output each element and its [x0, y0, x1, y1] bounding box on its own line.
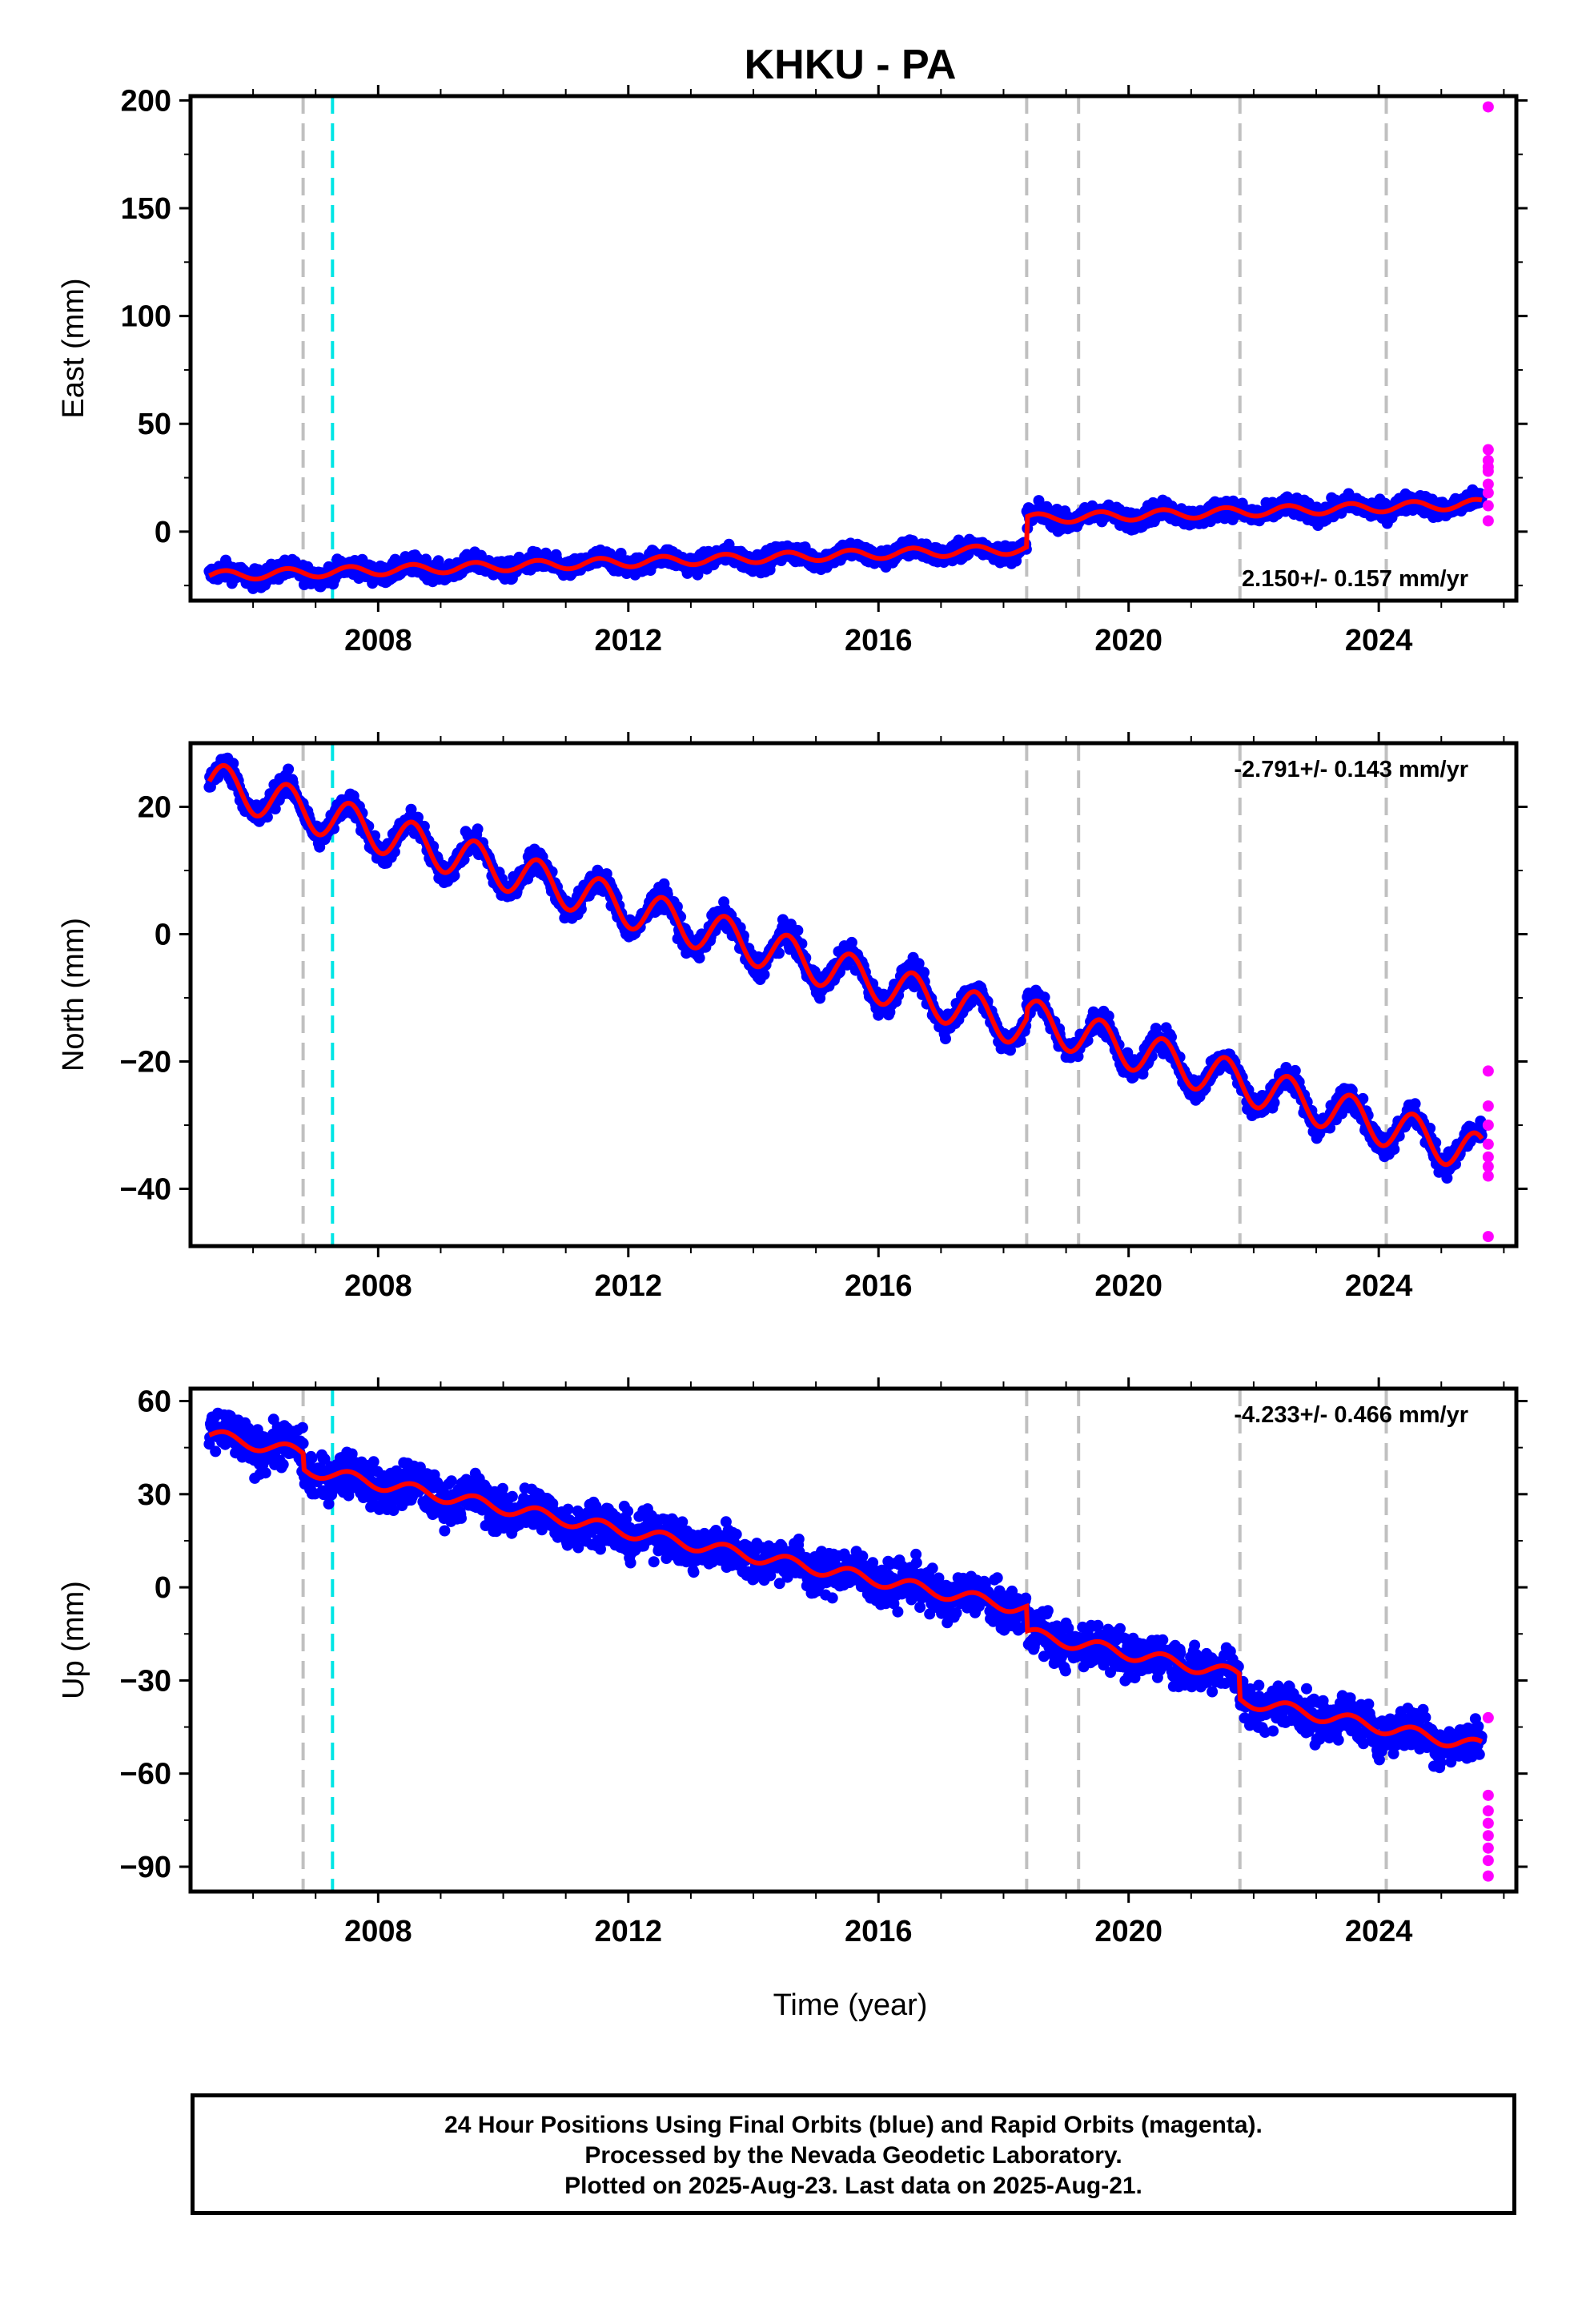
rapid-orbit-point	[1482, 1151, 1494, 1163]
data-point	[845, 936, 857, 948]
plot-area-up	[203, 1389, 1494, 1892]
rapid-orbit-point	[1482, 515, 1494, 527]
y-tick-label: −40	[120, 1172, 171, 1206]
velocity-annotation: 2.150+/- 0.157 mm/yr	[1242, 566, 1468, 592]
panel-frame	[188, 741, 1519, 1248]
rapid-orbit-point	[1482, 1170, 1494, 1182]
x-tick-label: 2020	[1094, 1269, 1162, 1303]
data-point	[259, 1467, 271, 1479]
y-tick-label: 150	[121, 192, 171, 226]
y-tick-label: 100	[121, 300, 171, 334]
x-tick-label: 2012	[595, 624, 663, 657]
rapid-orbit-point	[1482, 1138, 1494, 1150]
rapid-orbit-point	[1482, 101, 1494, 113]
data-point	[448, 870, 460, 882]
rapid-orbit-point	[1482, 487, 1494, 499]
y-tick-label: 200	[121, 84, 171, 118]
data-point	[792, 924, 804, 936]
rapid-orbit-point	[1482, 1231, 1494, 1243]
panel-north: −40 −20 0 20 North (mm) 2008 2012 2016 2020 2024 -…	[57, 732, 1528, 1303]
data-point	[472, 823, 484, 835]
y-tick-label: 20	[138, 790, 171, 824]
x-tick-label: 2016	[845, 624, 913, 657]
final-orbit-points	[203, 752, 1488, 1184]
y-tick-label: 50	[138, 408, 171, 441]
rapid-orbit-point	[1482, 461, 1494, 473]
rapid-orbit-point	[1482, 444, 1494, 456]
data-point	[940, 1033, 951, 1045]
data-point	[693, 952, 705, 964]
data-point	[773, 947, 785, 959]
panel-frame	[188, 94, 1519, 603]
rapid-orbit-point	[1482, 500, 1494, 512]
chart-title: KHKU - PA	[745, 42, 957, 88]
model-fit-line	[208, 497, 1483, 582]
rapid-orbit-point	[1482, 1160, 1494, 1172]
x-tick-label: 2024	[1345, 1269, 1413, 1303]
data-point	[1409, 1098, 1421, 1110]
rapid-orbit-point	[1482, 1065, 1494, 1077]
data-point	[615, 548, 627, 559]
y-tick-label: 0	[155, 918, 171, 951]
x-tick-label: 2012	[595, 1269, 663, 1303]
data-point	[227, 758, 239, 770]
y-tick-label: −20	[120, 1045, 171, 1079]
rapid-orbit-point	[1482, 1119, 1494, 1131]
panel-east: 0 50 100 150 200 East (mm) 2008 2012 2016 2020 202…	[57, 84, 1528, 657]
data-point	[296, 1421, 308, 1433]
y-axis-label: East (mm)	[57, 278, 90, 418]
data-point	[277, 1458, 289, 1470]
x-tick-label: 2008	[344, 624, 412, 657]
plot-area-north	[203, 743, 1494, 1246]
x-tick-label: 2016	[845, 1269, 913, 1303]
x-tick-label: 2008	[344, 1269, 412, 1303]
data-point	[913, 958, 925, 970]
data-point	[1388, 1144, 1400, 1156]
rapid-orbit-point	[1482, 478, 1494, 490]
data-point	[306, 1453, 318, 1465]
data-point	[758, 968, 770, 980]
data-point	[283, 763, 295, 775]
x-tick-label: 2020	[1094, 624, 1162, 657]
x-tick-label: 2024	[1345, 624, 1413, 657]
rapid-orbit-point	[1482, 1100, 1494, 1112]
y-axis-label: North (mm)	[57, 918, 90, 1072]
data-point	[269, 803, 281, 814]
y-tick-label: 0	[155, 516, 171, 549]
data-point	[210, 1445, 222, 1458]
data-point	[918, 967, 930, 979]
velocity-annotation: -2.791+/- 0.143 mm/yr	[1234, 757, 1468, 782]
plot-area-east	[203, 96, 1494, 601]
final-orbit-points	[203, 1407, 1488, 1774]
